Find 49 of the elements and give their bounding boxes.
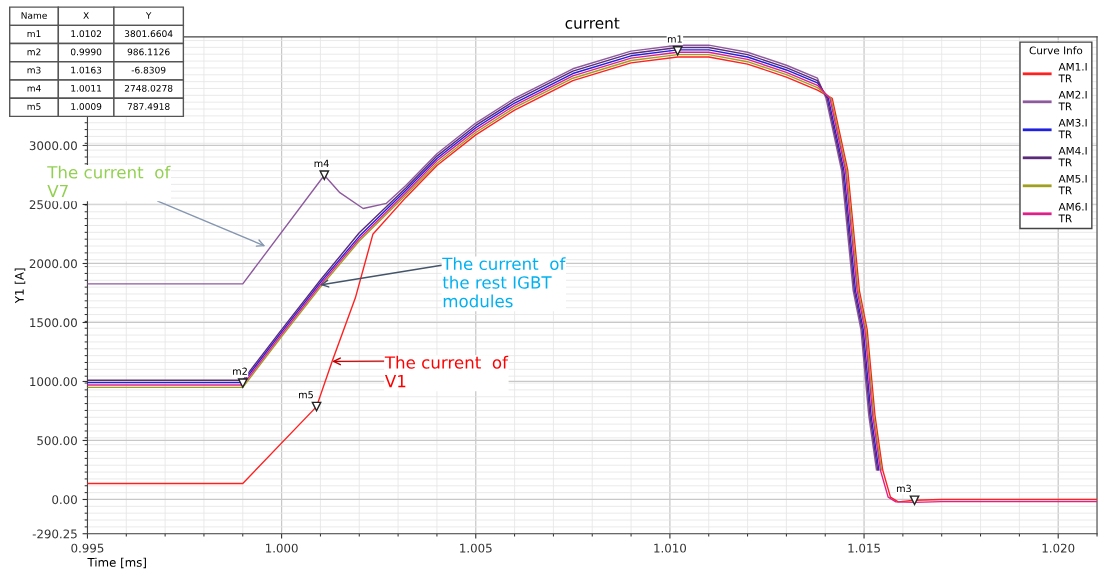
y-tick-label: 500.00 [37,436,77,446]
text: m2 [27,48,41,56]
annotation: m3 [896,484,911,493]
legend-label: AM2.I TR [1058,90,1087,111]
x-tick-label: 1.000 [266,543,298,553]
legend-label: AM3.I TR [1058,118,1087,139]
y-tick-label: 3000.00 [29,141,77,151]
text: m1 [27,30,41,37]
y-tick-label: 0.00 [52,495,77,505]
annotation: m2 [233,367,247,375]
annotation: 1.0011 [71,84,102,92]
legend-title: Curve Info [1029,46,1083,55]
y-tick-label: 1500.00 [30,318,77,328]
annotation: m5 [299,391,313,399]
legend-label: AM1.I TR [1058,62,1087,83]
text: m3 [27,66,41,74]
text: m5 [27,103,41,110]
annotation: The current of the rest IGBT modules [442,257,566,308]
annotation: 1.0163 [71,66,102,74]
y-tick-label: 2000.00 [29,259,77,269]
x-tick-label: 1.005 [460,543,492,553]
chart-title: current [565,17,620,29]
annotation: 1.0009 [71,103,102,110]
legend-label: AM5.I TR [1058,174,1087,195]
y-tick-label: -290.25 [32,529,77,539]
text: m4 [27,85,41,92]
annotation: 986.1126 [127,48,170,56]
annotation: m4 [314,159,329,167]
annotation: The current of V1 [384,355,509,388]
x-axis-title: Time [ms] [87,557,146,569]
x-tick-label: 1.020 [1042,543,1075,553]
x-tick-label: 1.015 [848,543,880,553]
x-tick-label: 1.010 [654,543,687,553]
text: Y [145,12,152,19]
annotation: The current of V7 [47,165,171,198]
text: X [83,12,89,19]
legend-label: AM4.I TR [1058,146,1087,167]
text: Name [21,12,47,19]
y-axis-title: Y1 [A] [14,268,26,304]
y-tick-label: 1000.00 [30,377,77,387]
x-tick-label: 0.995 [71,543,104,553]
annotation: 787.4918 [127,103,170,110]
text: 1.0102 [71,30,102,38]
annotation: m1 [667,35,682,43]
text: 3801.6604 [124,30,173,38]
annotation: 0.9990 [70,48,102,56]
legend-label: AM6.I TR [1058,202,1087,223]
annotation: -6.8309 [131,66,166,74]
annotation: 2748.0278 [124,84,173,92]
